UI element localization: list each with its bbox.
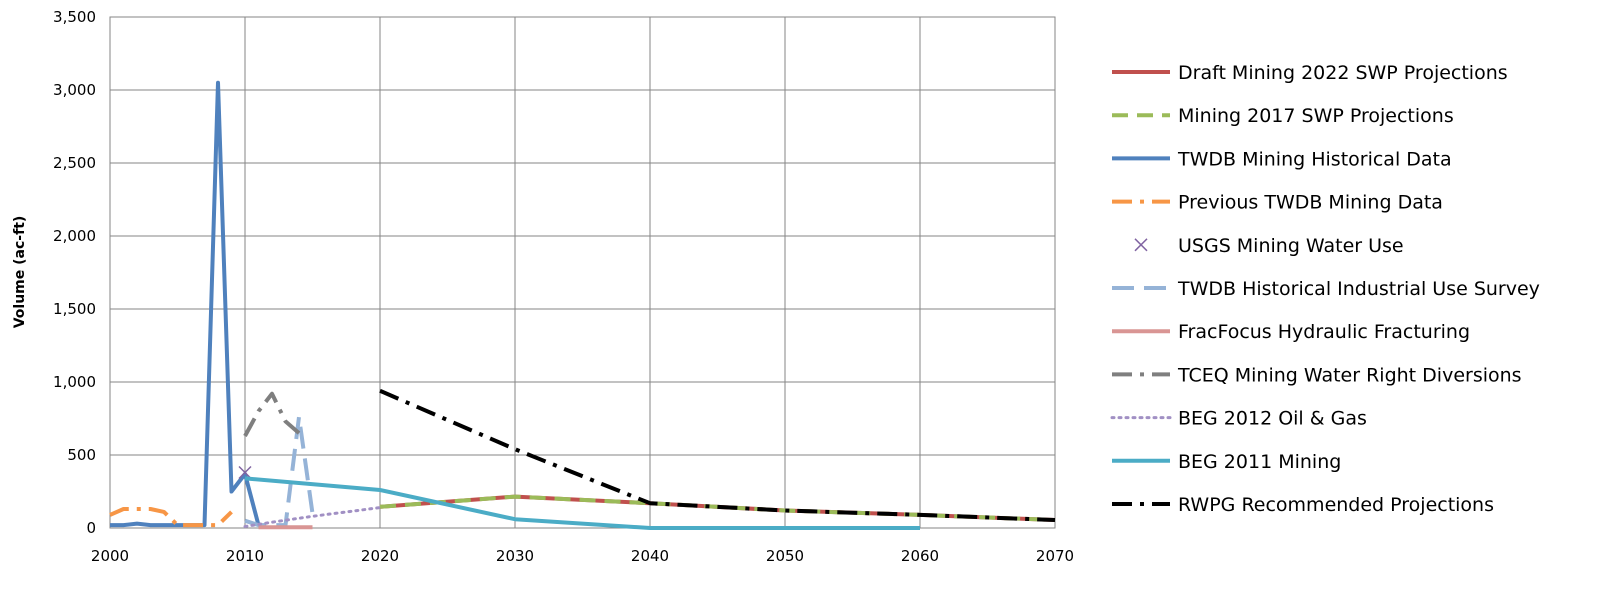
- x-tick-label: 2070: [1036, 547, 1074, 565]
- x-tick-label: 2030: [496, 547, 534, 565]
- legend-item-twdb-historical-industrial-use-survey: TWDB Historical Industrial Use Survey: [1112, 278, 1540, 300]
- legend-label: TWDB Mining Historical Data: [1177, 148, 1452, 170]
- legend-item-beg-2012-oil-gas: BEG 2012 Oil & Gas: [1110, 408, 1367, 430]
- legend-label: FracFocus Hydraulic Fracturing: [1178, 321, 1470, 343]
- legend-item-fracfocus-hydraulic-fracturing: FracFocus Hydraulic Fracturing: [1112, 321, 1470, 343]
- y-tick-label: 2,500: [53, 154, 96, 172]
- legend-item-previous-twdb-mining-data: Previous TWDB Mining Data: [1112, 192, 1443, 214]
- x-tick-label: 2060: [901, 547, 939, 565]
- legend-item-draft-mining-2022-swp-projections: Draft Mining 2022 SWP Projections: [1112, 62, 1508, 84]
- y-tick-label: 3,500: [53, 8, 96, 26]
- series-lines: [109, 80, 1056, 530]
- plot-area-border: [109, 16, 1056, 529]
- legend-label: Mining 2017 SWP Projections: [1178, 105, 1454, 127]
- legend-item-usgs-mining-water-use: USGS Mining Water Use: [1134, 235, 1404, 257]
- legend-marker-usgs-mining-water-use: [1134, 238, 1148, 252]
- series-line-beg-2012-oil-gas: [243, 506, 382, 528]
- legend-label: Draft Mining 2022 SWP Projections: [1178, 62, 1508, 84]
- legend-item-mining-2017-swp-projections: Mining 2017 SWP Projections: [1112, 105, 1454, 127]
- series-line-previous-twdb-mining-data: [109, 507, 233, 528]
- y-tick-label: 3,000: [53, 81, 96, 99]
- series-line-tceq-mining-water-right-diversions: [243, 391, 301, 437]
- legend-item-beg-2011-mining: BEG 2011 Mining: [1112, 451, 1341, 473]
- series-line-twdb-historical-industrial-use-survey: [244, 415, 315, 528]
- legend: Draft Mining 2022 SWP Projections Mining …: [1110, 62, 1540, 516]
- series-line-rwpg-recommended-projections: [379, 388, 1056, 522]
- x-tick-label: 2000: [91, 547, 129, 565]
- legend-label: USGS Mining Water Use: [1178, 235, 1404, 257]
- series-line-twdb-mining-historical-data: [110, 80, 261, 528]
- legend-label: TWDB Historical Industrial Use Survey: [1177, 278, 1540, 300]
- legend-label: TCEQ Mining Water Right Diversions: [1177, 364, 1522, 386]
- legend-label: BEG 2012 Oil & Gas: [1178, 408, 1367, 430]
- y-tick-label: 1,000: [53, 373, 96, 391]
- y-tick-label: 0: [86, 519, 96, 537]
- x-tick-label: 2050: [766, 547, 804, 565]
- series-line-beg-2011-mining: [244, 476, 920, 530]
- data-point-usgs-mining-water-use: [238, 465, 252, 480]
- y-axis-label: Volume (ac-ft): [12, 216, 28, 329]
- gridlines: [109, 16, 1056, 529]
- x-tick-label: 2020: [361, 547, 399, 565]
- y-tick-label: 2,000: [53, 227, 96, 245]
- y-tick-label: 500: [67, 446, 96, 464]
- legend-item-tceq-mining-water-right-diversions: TCEQ Mining Water Right Diversions: [1112, 364, 1522, 386]
- legend-label: RWPG Recommended Projections: [1178, 494, 1494, 516]
- x-tick-label: 2040: [631, 547, 669, 565]
- legend-label: BEG 2011 Mining: [1178, 451, 1341, 473]
- x-tick-label: 2010: [226, 547, 264, 565]
- axes: 0 500 1,000 1,500 2,000 2,500 3,000 3,500 2000 20…: [53, 8, 1074, 565]
- legend-label: Previous TWDB Mining Data: [1178, 192, 1443, 214]
- legend-item-rwpg-recommended-projections: RWPG Recommended Projections: [1112, 494, 1494, 516]
- y-tick-label: 1,500: [53, 300, 96, 318]
- legend-item-twdb-mining-historical-data: TWDB Mining Historical Data: [1112, 148, 1452, 170]
